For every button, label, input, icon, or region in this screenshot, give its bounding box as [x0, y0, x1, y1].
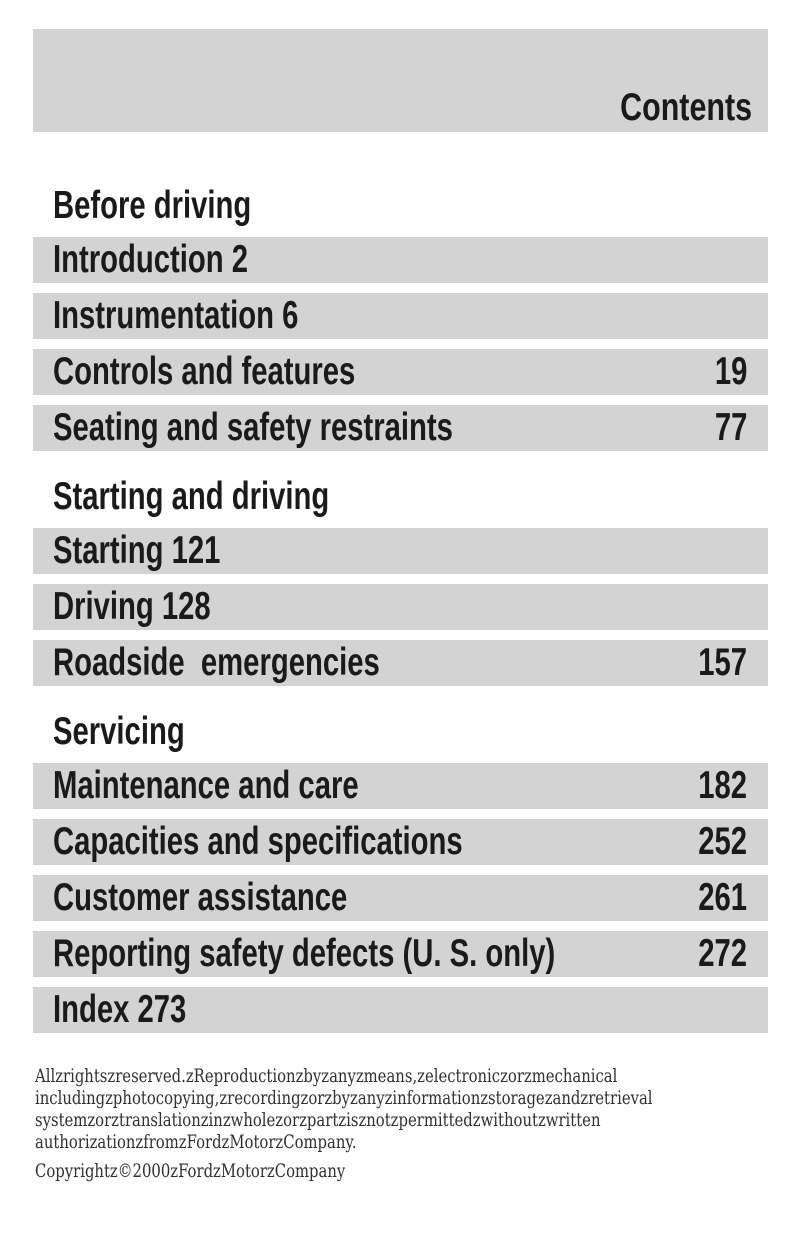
- toc-row-label: Reporting safety defects (U. S. only): [53, 932, 556, 975]
- rights-text-line: includingzphotocopying,zrecordingzorzbyz…: [35, 1087, 653, 1109]
- rights-text-line: Allzrightszreserved.zReproductionzbyzany…: [35, 1065, 618, 1087]
- toc-row-index: Index 273: [33, 987, 768, 1033]
- toc-row-maintenance-and-care: Maintenance and care 182: [33, 763, 768, 809]
- page-title: Contents: [620, 86, 752, 129]
- page-content: Contents Before driving Introduction 2 I…: [33, 29, 768, 1033]
- toc-row-driving: Driving 128: [33, 584, 768, 630]
- rights-text-line: systemzorztranslationzinzwholezorzpartzi…: [35, 1109, 601, 1131]
- rights-text-line: authorizationzfromzFordzMotorzCompany.: [35, 1131, 357, 1153]
- toc-row-reporting-safety-defects: Reporting safety defects (U. S. only) 27…: [33, 931, 768, 977]
- contents-header-banner: Contents: [33, 29, 768, 132]
- toc-row-label: Roadside emergencies: [53, 641, 380, 684]
- toc-row-page-number: 252: [698, 820, 747, 863]
- toc-row-label: Introduction 2: [53, 238, 248, 281]
- toc-row-page-number: 157: [698, 641, 747, 684]
- section-heading-label: Starting and driving: [53, 475, 330, 518]
- section-heading-servicing: Servicing: [33, 712, 768, 752]
- toc-row-roadside-emergencies: Roadside emergencies 157: [33, 640, 768, 686]
- toc-row-starting: Starting 121: [33, 528, 768, 574]
- toc-row-seating-and-safety-restraints: Seating and safety restraints 77: [33, 405, 768, 451]
- toc-row-page-number: 182: [698, 764, 747, 807]
- toc-row-page-number: 19: [714, 350, 747, 393]
- toc-row-label: Controls and features: [53, 350, 356, 393]
- toc-row-label: Instrumentation 6: [53, 294, 299, 337]
- toc-row-label: Maintenance and care: [53, 764, 359, 807]
- toc-row-customer-assistance: Customer assistance 261: [33, 875, 768, 921]
- toc-row-label: Seating and safety restraints: [53, 406, 453, 449]
- toc-row-controls-and-features: Controls and features 19: [33, 349, 768, 395]
- toc-row-page-number: 272: [698, 932, 747, 975]
- toc-row-label: Index 273: [53, 988, 187, 1031]
- section-heading-label: Servicing: [53, 710, 185, 753]
- toc-row-label: Customer assistance: [53, 876, 348, 919]
- toc-row-label: Capacities and specifications: [53, 820, 463, 863]
- toc-row-label: Starting 121: [53, 529, 221, 572]
- section-heading-before-driving: Before driving: [33, 186, 768, 226]
- section-heading-label: Before driving: [53, 184, 252, 227]
- toc-row-page-number: 77: [714, 406, 747, 449]
- toc-row-capacities-and-specifications: Capacities and specifications 252: [33, 819, 768, 865]
- toc-row-instrumentation: Instrumentation 6: [33, 293, 768, 339]
- legal-footer: Allzrightszreserved.zReproductionzbyzany…: [35, 1065, 802, 1182]
- toc-row-label: Driving 128: [53, 585, 211, 628]
- section-heading-starting-and-driving: Starting and driving: [33, 477, 768, 517]
- copyright-line: Copyrightz©2000zFordzMotorzCompany: [35, 1160, 346, 1182]
- toc-row-page-number: 261: [698, 876, 747, 919]
- toc-row-introduction: Introduction 2: [33, 237, 768, 283]
